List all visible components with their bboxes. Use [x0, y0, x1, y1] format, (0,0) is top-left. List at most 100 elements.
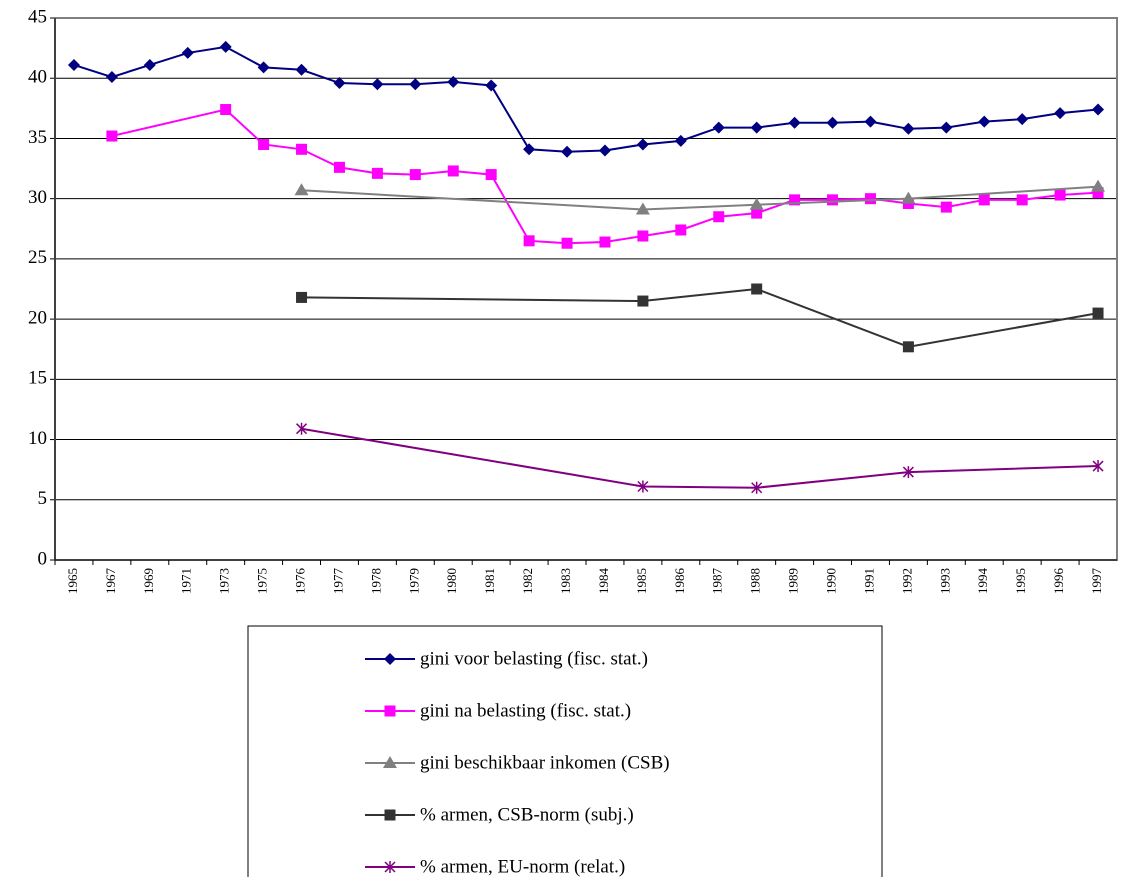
point [409, 169, 421, 181]
point [637, 230, 649, 242]
point [598, 144, 611, 157]
x-tick-label: 1969 [141, 568, 156, 594]
point [1091, 179, 1106, 192]
series-line [301, 185, 1099, 211]
point [220, 104, 232, 116]
point [447, 165, 459, 177]
point [1016, 113, 1029, 126]
point [751, 207, 763, 219]
point [523, 235, 535, 247]
y-tick-label: 15 [28, 368, 47, 389]
x-tick-label: 1967 [103, 568, 118, 595]
point [105, 71, 118, 84]
point [902, 466, 914, 479]
point [1054, 189, 1066, 201]
point [295, 63, 308, 76]
x-tick-label: 1995 [1013, 568, 1028, 594]
point [749, 197, 764, 210]
point [561, 145, 574, 158]
x-tick-label: 1981 [482, 568, 497, 594]
point [940, 121, 953, 134]
y-tick-label: 30 [28, 187, 47, 208]
x-tick-label: 1990 [824, 568, 839, 594]
point [901, 191, 916, 204]
point [561, 237, 573, 249]
legend-label: % armen, CSB-norm (subj.) [420, 804, 634, 825]
point [219, 40, 232, 53]
series-line [301, 427, 1099, 489]
point [294, 183, 309, 196]
point [827, 194, 839, 206]
point [902, 341, 914, 353]
legend-marker [384, 653, 396, 665]
x-tick-label: 1988 [748, 568, 763, 594]
x-tick-label: 1975 [255, 568, 270, 594]
point [258, 138, 270, 150]
point [826, 116, 839, 129]
y-tick-label: 10 [28, 428, 47, 449]
point [371, 167, 383, 179]
x-tick-label: 1979 [406, 568, 421, 594]
point [296, 422, 308, 435]
point [713, 211, 725, 223]
point [864, 193, 876, 205]
x-tick-label: 1977 [330, 568, 345, 595]
y-tick-label: 0 [38, 548, 48, 569]
legend-label: % armen, EU-norm (relat.) [420, 856, 625, 877]
x-tick-label: 1989 [786, 568, 801, 594]
legend-label: gini na belasting (fisc. stat.) [420, 700, 631, 721]
x-tick-label: 1973 [217, 568, 232, 594]
point [1092, 103, 1105, 116]
y-tick-label: 45 [28, 6, 47, 27]
point [674, 134, 687, 147]
x-tick-label: 1984 [596, 568, 611, 595]
x-tick-label: 1982 [520, 568, 535, 594]
point [902, 122, 915, 135]
point [788, 116, 801, 129]
point [1092, 307, 1104, 319]
point [789, 194, 801, 206]
x-tick-label: 1983 [558, 568, 573, 594]
legend-box [247, 625, 883, 877]
point [371, 78, 384, 91]
series-line [73, 45, 1099, 153]
point [1092, 460, 1104, 473]
point [635, 202, 650, 215]
x-tick-label: 1987 [710, 568, 725, 595]
x-tick-label: 1985 [634, 568, 649, 594]
point [978, 115, 991, 128]
point [409, 78, 422, 91]
point [485, 169, 497, 181]
legend-marker [383, 756, 397, 768]
point [1054, 107, 1067, 120]
x-tick-label: 1971 [179, 568, 194, 594]
y-tick-label: 35 [28, 127, 47, 148]
y-tick-label: 5 [38, 488, 48, 509]
point [637, 295, 649, 307]
y-tick-label: 20 [28, 307, 47, 328]
y-tick-label: 40 [28, 67, 47, 88]
x-tick-label: 1991 [861, 568, 876, 594]
legend-marker [384, 705, 396, 717]
point [447, 75, 460, 88]
point [257, 61, 270, 74]
point [940, 201, 952, 213]
point [1016, 194, 1028, 206]
x-tick-label: 1996 [1051, 568, 1066, 595]
point [599, 236, 611, 248]
point [485, 79, 498, 92]
legend-label: gini voor belasting (fisc. stat.) [420, 648, 648, 669]
x-tick-label: 1980 [444, 568, 459, 594]
point [523, 143, 536, 156]
point [637, 480, 649, 493]
point [333, 77, 346, 90]
legend-marker [384, 809, 396, 821]
point [712, 121, 725, 134]
x-tick-label: 1976 [293, 568, 308, 595]
point [1092, 187, 1104, 199]
plot-frame [54, 17, 1118, 561]
point [636, 138, 649, 151]
y-tick-label: 25 [28, 247, 47, 268]
